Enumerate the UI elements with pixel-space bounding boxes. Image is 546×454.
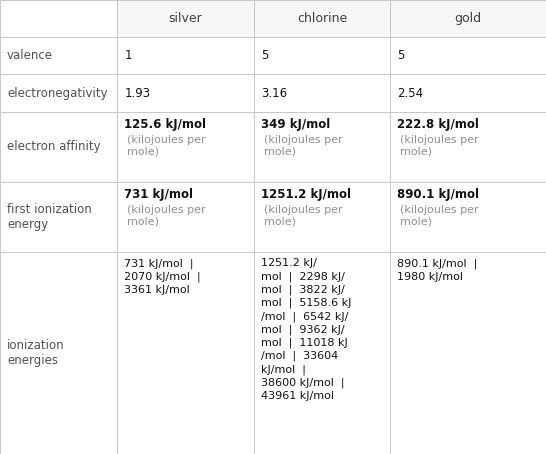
Text: (kilojoules per
mole): (kilojoules per mole) — [264, 135, 342, 157]
Bar — [117, 252, 254, 454]
Text: silver: silver — [169, 12, 203, 25]
Text: 890.1 kJ/mol  |
1980 kJ/mol: 890.1 kJ/mol | 1980 kJ/mol — [397, 258, 478, 281]
Text: 2.54: 2.54 — [397, 87, 424, 99]
Bar — [0, 74, 117, 112]
Text: first ionization
energy: first ionization energy — [7, 203, 92, 231]
Bar — [0, 182, 117, 252]
Text: 1: 1 — [124, 49, 132, 62]
Bar — [117, 182, 254, 252]
Text: 1.93: 1.93 — [124, 87, 151, 99]
Bar — [390, 182, 546, 252]
Bar — [390, 74, 546, 112]
Text: (kilojoules per
mole): (kilojoules per mole) — [127, 135, 206, 157]
Text: 222.8 kJ/mol: 222.8 kJ/mol — [397, 118, 479, 131]
Bar — [117, 37, 254, 74]
Text: (kilojoules per
mole): (kilojoules per mole) — [264, 205, 342, 227]
Text: 731 kJ/mol: 731 kJ/mol — [124, 188, 193, 201]
Text: electronegativity: electronegativity — [7, 87, 108, 99]
Bar — [390, 37, 546, 74]
Text: 1251.2 kJ/
mol  |  2298 kJ/
mol  |  3822 kJ/
mol  |  5158.6 kJ
/mol  |  6542 kJ/: 1251.2 kJ/ mol | 2298 kJ/ mol | 3822 kJ/… — [261, 258, 352, 401]
Bar — [390, 0, 546, 37]
Text: (kilojoules per
mole): (kilojoules per mole) — [400, 205, 479, 227]
Text: 3.16: 3.16 — [261, 87, 287, 99]
Bar — [254, 252, 390, 454]
Bar — [254, 74, 390, 112]
Bar — [254, 37, 390, 74]
Text: chlorine: chlorine — [297, 12, 347, 25]
Bar — [254, 0, 390, 37]
Text: 125.6 kJ/mol: 125.6 kJ/mol — [124, 118, 206, 131]
Text: 890.1 kJ/mol: 890.1 kJ/mol — [397, 188, 479, 201]
Bar — [117, 112, 254, 182]
Bar — [0, 252, 117, 454]
Bar — [254, 112, 390, 182]
Text: valence: valence — [7, 49, 53, 62]
Text: 5: 5 — [397, 49, 405, 62]
Bar — [0, 37, 117, 74]
Bar — [117, 74, 254, 112]
Text: 1251.2 kJ/mol: 1251.2 kJ/mol — [261, 188, 351, 201]
Text: 731 kJ/mol  |
2070 kJ/mol  |
3361 kJ/mol: 731 kJ/mol | 2070 kJ/mol | 3361 kJ/mol — [124, 258, 201, 295]
Bar — [0, 0, 117, 37]
Text: 349 kJ/mol: 349 kJ/mol — [261, 118, 330, 131]
Text: gold: gold — [455, 12, 482, 25]
Bar — [254, 182, 390, 252]
Text: ionization
energies: ionization energies — [7, 339, 65, 367]
Text: 5: 5 — [261, 49, 269, 62]
Text: (kilojoules per
mole): (kilojoules per mole) — [127, 205, 206, 227]
Bar — [0, 112, 117, 182]
Bar — [390, 252, 546, 454]
Bar — [390, 112, 546, 182]
Bar — [117, 0, 254, 37]
Text: electron affinity: electron affinity — [7, 140, 100, 153]
Text: (kilojoules per
mole): (kilojoules per mole) — [400, 135, 479, 157]
